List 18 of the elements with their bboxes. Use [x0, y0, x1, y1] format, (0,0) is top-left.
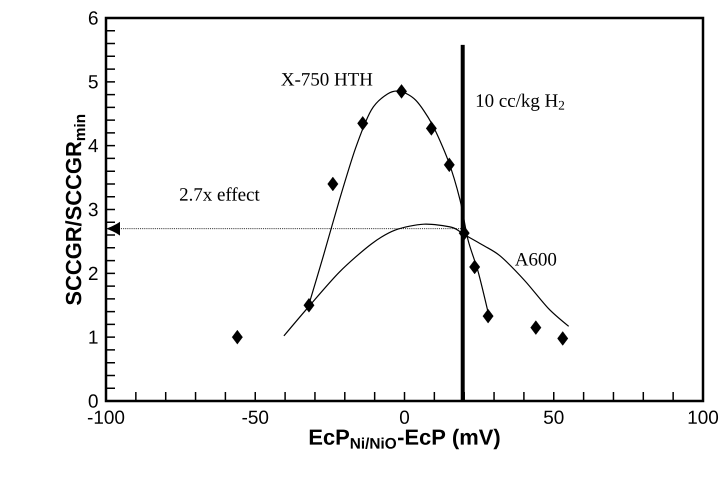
y-tick-label: 3 — [88, 202, 98, 216]
y-tick-label: 4 — [88, 139, 98, 152]
y-tick-label: 0 — [88, 394, 98, 408]
x-tick-label: 100 — [688, 410, 718, 424]
ref-line-label: 2.7x effect — [180, 187, 260, 201]
x-tick-label: 50 — [544, 410, 564, 424]
y-tick-label: 6 — [88, 11, 98, 25]
ref-line-label: 10 cc/kg H$_{2}$ — [476, 94, 564, 111]
annotation: A600 — [515, 252, 556, 266]
y-axis-title: SCCGR/SCCGR$_{min}$ — [65, 114, 86, 305]
annotation: X-750 HTH — [281, 72, 372, 86]
y-tick-label: 1 — [89, 330, 98, 344]
y-tick-label: 2 — [88, 266, 98, 280]
y-tick-label: 5 — [88, 75, 98, 88]
x-tick-label: 0 — [400, 410, 410, 424]
x-axis-title: EcP$_{Ni/NiO}$-EcP (mV) — [310, 428, 500, 450]
x-tick-label: -50 — [242, 410, 268, 424]
x-tick-label: -100 — [88, 410, 124, 424]
